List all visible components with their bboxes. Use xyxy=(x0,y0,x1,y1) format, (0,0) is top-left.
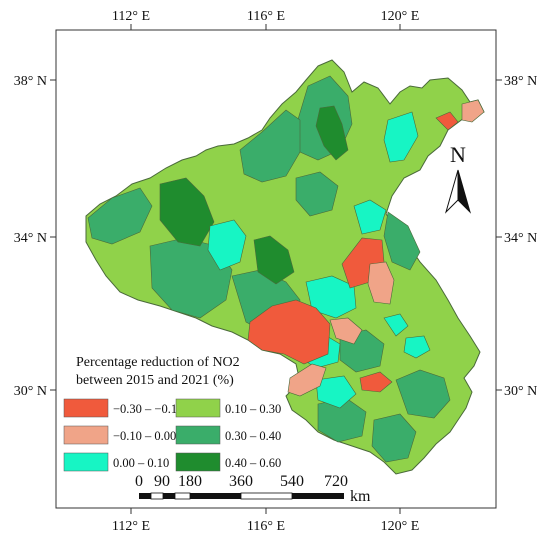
top-axis-label-1: 112° E xyxy=(112,9,150,24)
scale-label-720: 720 xyxy=(324,473,348,490)
legend-title-line-2: between 2015 and 2021 (%) xyxy=(76,373,234,388)
top-axis-label-2: 116° E xyxy=(247,9,285,24)
right-axis-label-2: 34° N xyxy=(504,231,537,246)
region xyxy=(383,111,419,163)
scale-label-90: 90 xyxy=(154,473,170,490)
scale-segment-4 xyxy=(174,492,191,500)
legend-title-line-1: Percentage reduction of NO2 xyxy=(76,355,240,370)
region xyxy=(315,375,357,409)
north-arrow-label: N xyxy=(450,142,466,167)
scale-segment-3 xyxy=(163,493,175,499)
legend-swatch-4 xyxy=(175,425,221,445)
legend-label-6: 0.40 – 0.60 xyxy=(225,456,281,470)
scale-label-180: 180 xyxy=(178,473,202,490)
left-axis-label-3: 30° N xyxy=(14,384,47,399)
region xyxy=(435,111,459,131)
scale-segment-5 xyxy=(190,493,241,499)
region xyxy=(287,363,327,397)
legend-label-3: −0.10 – 0.00 xyxy=(113,429,176,443)
left-axis-label-1: 38° N xyxy=(14,74,47,89)
region xyxy=(207,219,247,271)
top-axis-label-3: 120° E xyxy=(381,9,420,24)
scale-segment-2 xyxy=(150,492,164,500)
region xyxy=(371,413,417,463)
legend-swatch-1 xyxy=(63,398,109,418)
region xyxy=(395,369,451,419)
scale-segment-7 xyxy=(292,493,344,499)
left-axis-label-2: 34° N xyxy=(14,231,47,246)
region xyxy=(359,371,393,393)
region xyxy=(329,317,363,345)
region xyxy=(461,99,485,123)
bottom-axis-label-1: 112° E xyxy=(112,519,150,534)
bottom-axis-label-2: 116° E xyxy=(247,519,285,534)
north-arrow: N xyxy=(444,142,472,214)
scale-label-360: 360 xyxy=(229,473,253,490)
scale-unit: km xyxy=(350,488,371,505)
legend-swatch-5 xyxy=(63,452,109,472)
region xyxy=(295,171,339,217)
legend-label-2: 0.10 – 0.30 xyxy=(225,402,281,416)
region xyxy=(87,187,153,245)
legend-label-1: −0.30 – −0.10 xyxy=(113,402,183,416)
legend: Percentage reduction of NO2 between 2015… xyxy=(63,355,281,472)
region xyxy=(253,235,295,285)
legend-swatch-3 xyxy=(63,425,109,445)
tick-marks xyxy=(50,24,502,514)
region xyxy=(403,335,431,359)
scale-bar: 0 90 180 360 540 720 km xyxy=(135,473,371,505)
region xyxy=(383,211,421,271)
region xyxy=(239,109,301,183)
right-axis-label-3: 30° N xyxy=(504,384,537,399)
region xyxy=(315,105,349,161)
right-axis-label-1: 38° N xyxy=(504,74,537,89)
legend-swatch-2 xyxy=(175,398,221,418)
north-arrow-right-half xyxy=(457,169,472,214)
bottom-axis-label-3: 120° E xyxy=(381,519,420,534)
region xyxy=(367,261,395,305)
region xyxy=(247,299,331,365)
legend-swatch-6 xyxy=(175,452,221,472)
legend-label-5: 0.00 – 0.10 xyxy=(113,456,169,470)
region xyxy=(159,177,215,247)
region xyxy=(383,313,409,337)
scale-label-540: 540 xyxy=(280,473,304,490)
legend-label-4: 0.30 – 0.40 xyxy=(225,429,281,443)
regions xyxy=(87,75,485,463)
scale-segment-1 xyxy=(139,493,151,499)
region xyxy=(353,199,387,235)
scale-segment-6 xyxy=(240,492,293,500)
scale-label-0: 0 xyxy=(135,473,143,490)
